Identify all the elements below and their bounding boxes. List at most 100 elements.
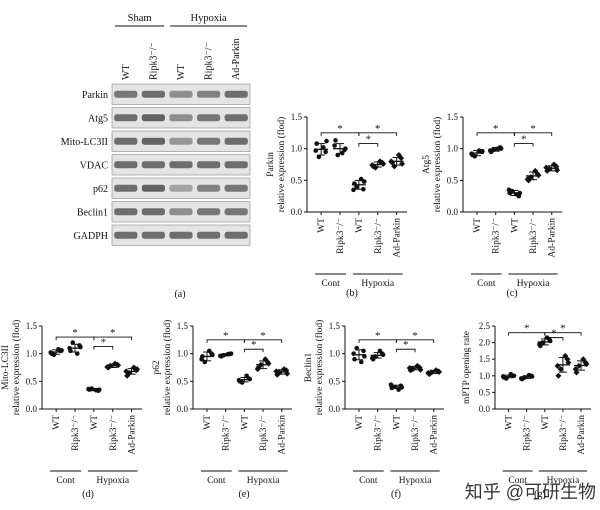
- band-5-2: [169, 208, 193, 216]
- group-label-0: Cont: [321, 279, 340, 289]
- sig-mark-1: *: [521, 134, 527, 146]
- point-3-4: [254, 366, 261, 373]
- y-tick-label-1: 0.5: [479, 387, 491, 397]
- band-2-3: [197, 137, 221, 145]
- x-tick-label-2: WT: [392, 415, 402, 430]
- band-1-4: [224, 114, 248, 122]
- lane-label-1: Ripk3⁻/⁻: [148, 42, 159, 80]
- y-tick-label-3: 1.5: [291, 112, 303, 122]
- point-1-2: [70, 340, 76, 345]
- x-tick-label-3: Ripk3⁻/⁻: [374, 218, 384, 254]
- x-tick-label-2: WT: [355, 218, 365, 233]
- band-1-0: [114, 114, 138, 122]
- sig-bracket-1: [513, 143, 534, 147]
- panel-caption: (b): [346, 288, 358, 299]
- point-0-5: [324, 138, 329, 144]
- panel-caption-a: (a): [174, 289, 185, 300]
- point-2-3: [244, 373, 249, 379]
- band-3-2: [169, 161, 193, 169]
- band-label-4: p62: [93, 184, 108, 195]
- band-4-2: [169, 184, 193, 192]
- band-5-0: [114, 208, 138, 216]
- group-label-0: Cont: [508, 476, 527, 486]
- band-6-3: [197, 231, 221, 239]
- x-tick-label-1: Ripk3⁻/⁻: [492, 218, 502, 254]
- y-label: mPTP opening rate: [462, 331, 472, 404]
- band-0-0: [114, 90, 138, 98]
- point-2-4: [351, 187, 356, 193]
- sig-bracket-1: [358, 143, 379, 147]
- band-3-0: [114, 161, 138, 169]
- y-tick-label-1: 0.5: [291, 175, 303, 185]
- point-0-2: [316, 154, 322, 160]
- sig-mark-2: *: [412, 330, 418, 342]
- point-2-4: [506, 187, 512, 193]
- band-4-4: [224, 184, 248, 192]
- band-5-3: [197, 208, 221, 216]
- point-0-4: [199, 356, 204, 362]
- band-2-2: [169, 137, 193, 145]
- x-tick-label-1: Ripk3⁻/⁻: [222, 415, 232, 451]
- sig-mark-2: *: [260, 330, 266, 342]
- lane-label-4: Ad-Parkin: [231, 38, 242, 80]
- band-0-2: [169, 90, 193, 98]
- band-2-0: [114, 137, 138, 145]
- x-tick-label-4: Ad-Parkin: [548, 218, 558, 258]
- x-tick-label-0: WT: [52, 415, 62, 430]
- x-tick-label-3: Ripk3⁻/⁻: [259, 415, 269, 451]
- y-label: Beclin1: [304, 352, 314, 382]
- sig-mark-2: *: [375, 123, 381, 135]
- x-tick-label-3: Ripk3⁻/⁻: [559, 415, 569, 451]
- band-0-1: [141, 90, 165, 98]
- lane-label-0: WT: [121, 64, 132, 80]
- sig-bracket-2: [544, 332, 582, 336]
- sig-mark-2: *: [110, 327, 116, 339]
- band-5-4: [224, 208, 248, 216]
- x-tick-label-0: WT: [473, 218, 483, 233]
- x-tick-label-0: WT: [505, 415, 515, 430]
- x-tick-label-2: WT: [240, 415, 250, 430]
- point-2-2: [354, 184, 359, 189]
- y-label-2: relative expression (flod): [432, 117, 443, 213]
- sig-bracket-1: [93, 346, 114, 350]
- point-4-3: [280, 366, 287, 373]
- y-tick-label-0: 0.0: [479, 404, 491, 414]
- sig-mark-0: *: [337, 123, 343, 135]
- sig-mark-1: *: [366, 134, 372, 146]
- point-0-1: [323, 149, 328, 155]
- panel-caption: (d): [82, 489, 94, 500]
- y-tick-label-5: 2.5: [479, 321, 491, 331]
- watermark: 知乎 @可研生物: [465, 482, 596, 502]
- band-1-2: [169, 114, 193, 122]
- panel-caption: (e): [238, 489, 249, 500]
- sig-mark-1: *: [101, 336, 107, 348]
- band-label-3: VDAC: [80, 160, 109, 171]
- band-3-4: [224, 161, 248, 169]
- sig-bracket-2: [358, 132, 398, 136]
- y-tick-label-1: 0.5: [447, 175, 459, 185]
- x-tick-label-0: WT: [355, 415, 365, 430]
- point-0-2: [354, 345, 360, 351]
- x-tick-label-0: WT: [203, 415, 213, 430]
- point-1-0: [333, 138, 338, 143]
- point-1-3: [339, 150, 345, 156]
- y-label-2: relative expression (flod): [11, 320, 22, 416]
- y-label-2: relative expression (flod): [314, 320, 325, 416]
- x-tick-label-2: WT: [541, 415, 551, 430]
- point-3-3: [414, 362, 421, 369]
- band-label-2: Mito-LC3II: [61, 137, 108, 148]
- x-tick-label-3: Ripk3⁻/⁻: [109, 415, 119, 451]
- band-6-1: [141, 231, 165, 239]
- group-label-0: Cont: [207, 476, 226, 486]
- y-tick-label-1: 0.5: [177, 376, 189, 386]
- chart-3: 0.0 0.5 1.0 1.5 p62 relative expression (flod…: [152, 320, 292, 500]
- point-0-5: [480, 148, 485, 154]
- y-label-2: relative expression (flod): [162, 320, 173, 416]
- point-0-1: [361, 348, 366, 354]
- y-tick-label-0: 0.0: [447, 207, 459, 217]
- group-label-1: Hypoxia: [247, 476, 281, 486]
- y-tick-label-0: 0.0: [329, 404, 341, 414]
- group-label-1: Hypoxia: [547, 476, 581, 486]
- lane-label-2: WT: [176, 64, 187, 80]
